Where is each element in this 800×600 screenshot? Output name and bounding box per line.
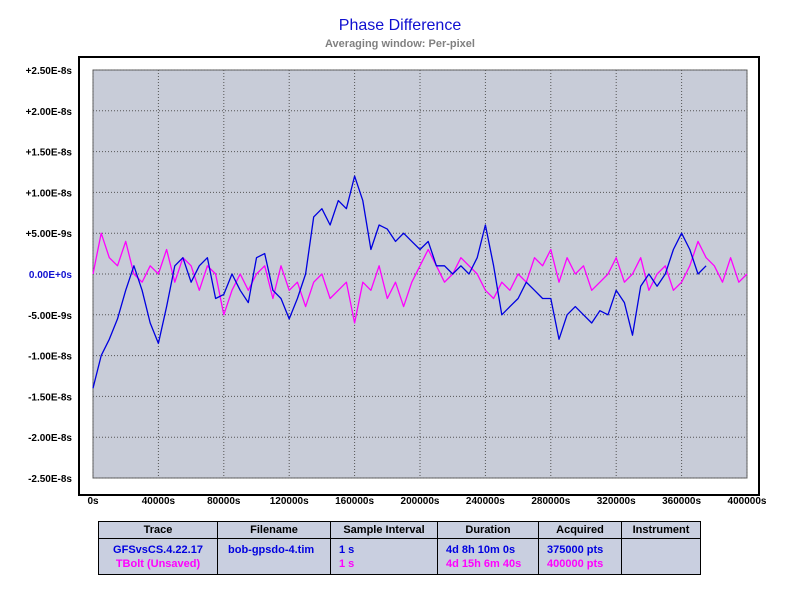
- header-instrument: Instrument: [621, 521, 701, 539]
- legend-row[interactable]: GFSvsCS.4.22.17 bob-gpsdo-4.tim 1 s 4d 8…: [98, 538, 701, 557]
- x-tick-label: 120000s: [270, 496, 309, 507]
- trace-interval: 1 s: [330, 538, 438, 557]
- legend-table: Trace Filename Sample Interval Duration …: [98, 521, 701, 575]
- trace-duration: 4d 15h 6m 40s: [437, 557, 539, 575]
- y-tick-label: -5.00E-9s: [28, 311, 72, 322]
- x-tick-label: 280000s: [531, 496, 570, 507]
- x-tick-label: 240000s: [466, 496, 505, 507]
- x-tick-label: 80000s: [207, 496, 241, 507]
- series-line-gfsvscs: [92, 175, 707, 389]
- trace-instrument: [621, 557, 701, 575]
- chart-subtitle: Averaging window: Per-pixel: [325, 38, 475, 50]
- header-acquired: Acquired: [538, 521, 622, 539]
- trace-name: GFSvsCS.4.22.17: [98, 538, 218, 557]
- x-tick-label: 0s: [87, 496, 99, 507]
- chart-title: Phase Difference: [338, 17, 462, 34]
- y-tick-label: +2.00E-8s: [26, 107, 73, 118]
- x-tick-label: 400000s: [728, 496, 767, 507]
- series-line-tbolt: [92, 232, 748, 324]
- legend-header-row: Trace Filename Sample Interval Duration …: [98, 521, 701, 539]
- y-tick-label: 0.00E+0s: [29, 270, 73, 281]
- y-tick-label: -2.00E-8s: [28, 433, 72, 444]
- y-tick-label: +2.50E-8s: [26, 66, 73, 77]
- y-tick-label: -1.00E-8s: [28, 352, 72, 363]
- trace-duration: 4d 8h 10m 0s: [437, 538, 539, 557]
- y-tick-label: -2.50E-8s: [28, 474, 72, 485]
- x-tick-label: 320000s: [597, 496, 636, 507]
- trace-filename: bob-gpsdo-4.tim: [217, 538, 331, 557]
- y-tick-label: +1.00E-8s: [26, 188, 73, 199]
- header-sample-interval: Sample Interval: [330, 521, 438, 539]
- y-tick-label: +1.50E-8s: [26, 148, 73, 159]
- trace-name: TBolt (Unsaved): [98, 557, 218, 575]
- header-filename: Filename: [217, 521, 331, 539]
- header-trace: Trace: [98, 521, 218, 539]
- legend-row[interactable]: TBolt (Unsaved) 1 s 4d 15h 6m 40s 400000…: [98, 557, 701, 575]
- header-duration: Duration: [437, 521, 539, 539]
- x-tick-label: 200000s: [401, 496, 440, 507]
- x-tick-label: 40000s: [142, 496, 176, 507]
- trace-interval: 1 s: [330, 557, 438, 575]
- x-tick-label: 160000s: [335, 496, 374, 507]
- trace-instrument: [621, 538, 701, 557]
- x-tick-label: 360000s: [662, 496, 701, 507]
- trace-acquired: 375000 pts: [538, 538, 622, 557]
- trace-filename: [217, 557, 331, 575]
- y-tick-label: -1.50E-8s: [28, 392, 72, 403]
- trace-acquired: 400000 pts: [538, 557, 622, 575]
- y-tick-label: +5.00E-9s: [26, 229, 73, 240]
